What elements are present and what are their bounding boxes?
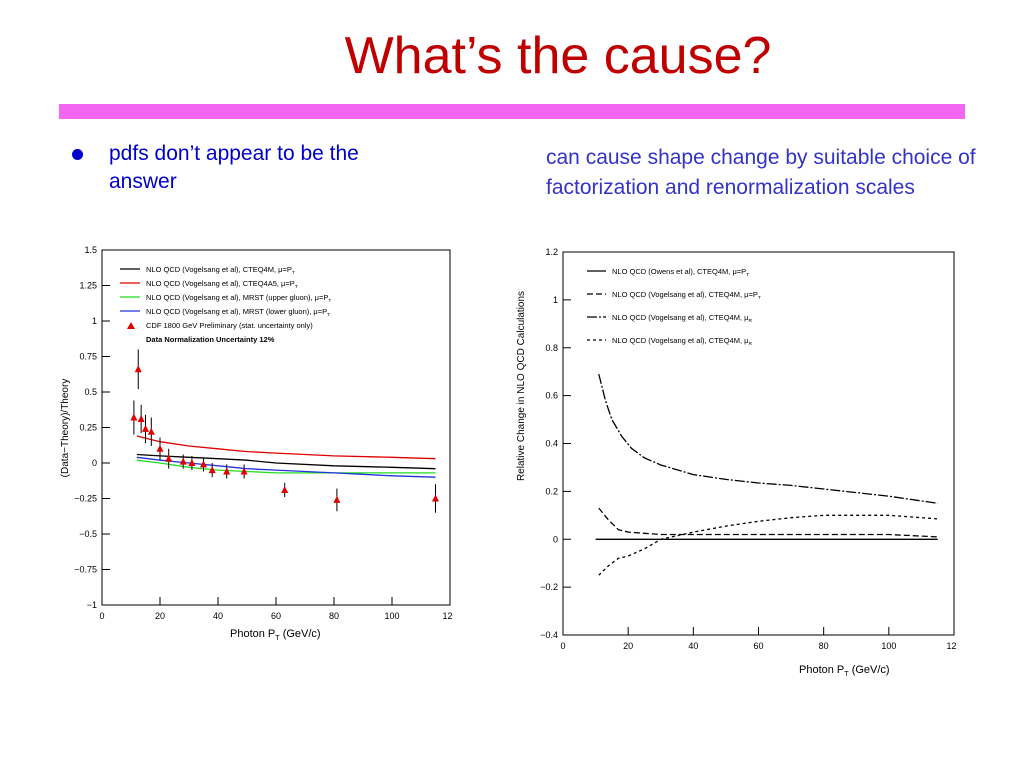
slide-title: What’s the cause? bbox=[344, 27, 772, 85]
x-tick-label: 0 bbox=[99, 611, 104, 621]
data-point bbox=[432, 494, 439, 502]
series-line-3 bbox=[136, 459, 436, 474]
series-line-1 bbox=[136, 453, 436, 470]
y-tick-label: 0.25 bbox=[79, 423, 97, 433]
series-line-2 bbox=[598, 507, 938, 538]
y-tick-label: 0.75 bbox=[79, 352, 97, 362]
bullet-text: pdfs don’t appear to be the answer bbox=[109, 142, 359, 193]
data-point bbox=[200, 460, 207, 468]
scale-note: can cause shape change by suitable choic… bbox=[546, 146, 976, 199]
y-tick-label: 0.6 bbox=[545, 391, 558, 401]
x-tick-label: 120 bbox=[442, 611, 453, 621]
y-tick-label: −1 bbox=[87, 600, 97, 610]
y-tick-label: −0.75 bbox=[74, 565, 97, 575]
relative-change-chart: −0.4 −0.2 0 0.2 0.4 0.6 0.8 1 1.2 0 20 40 60 80 100 120… bbox=[513, 243, 962, 679]
y-tick-label: −0.4 bbox=[540, 630, 558, 640]
legend-label: NLO QCD (Owens et al), CTEQ4M, μ=PT bbox=[612, 267, 749, 278]
x-tick-label: 0 bbox=[560, 641, 565, 651]
y-tick-label: 1.25 bbox=[79, 281, 97, 291]
data-point bbox=[240, 467, 248, 475]
y-tick-label: 0.4 bbox=[545, 439, 558, 449]
data-point bbox=[142, 424, 149, 432]
x-tick-label: 80 bbox=[819, 641, 829, 651]
y-tick-label: 0 bbox=[553, 534, 558, 544]
data-point bbox=[130, 413, 138, 421]
x-tick-label: 120 bbox=[946, 641, 956, 651]
x-tick-label: 60 bbox=[753, 641, 763, 651]
legend-label: NLO QCD (Vogelsang et al), MRST (lower g… bbox=[146, 307, 330, 318]
x-tick-label: 100 bbox=[881, 641, 896, 651]
plot-frame bbox=[562, 251, 955, 636]
legend-marker bbox=[127, 322, 135, 329]
data-point bbox=[165, 454, 173, 462]
data-point bbox=[208, 466, 216, 474]
data-point bbox=[188, 459, 196, 466]
x-tick-label: 100 bbox=[384, 611, 399, 621]
y-tick-label: 0 bbox=[92, 458, 97, 468]
data-point bbox=[156, 444, 164, 452]
series-line-4 bbox=[598, 514, 938, 576]
legend-label: NLO QCD (Vogelsang et al), MRST (upper g… bbox=[146, 293, 331, 304]
legend-label: NLO QCD (Vogelsang et al), CTEQ4M, μR bbox=[612, 336, 752, 347]
relative-change-chart-svg: −0.4 −0.2 0 0.2 0.4 0.6 0.8 1 1.2 0 20 40 60 80 100 120… bbox=[516, 247, 962, 678]
data-point bbox=[137, 414, 145, 422]
data-point bbox=[281, 485, 289, 493]
y-tick-label: 1.5 bbox=[84, 245, 97, 255]
data-point bbox=[179, 457, 187, 465]
x-tick-label: 20 bbox=[155, 611, 165, 621]
y-tick-label: 1 bbox=[92, 316, 97, 326]
legend-label: NLO QCD (Vogelsang et al), CTEQ4M, μ=PT bbox=[146, 265, 295, 276]
y-tick-label: 1 bbox=[553, 295, 558, 305]
plot-frame bbox=[101, 249, 451, 606]
x-tick-label: 40 bbox=[688, 641, 698, 651]
legend-label: NLO QCD (Vogelsang et al), CTEQ4A5, μ=PT bbox=[146, 279, 298, 290]
legend-label: CDF 1800 GeV Preliminary (stat. uncertai… bbox=[146, 321, 313, 330]
y-tick-label: −0.25 bbox=[74, 494, 97, 504]
y-tick-label: 0.8 bbox=[545, 343, 558, 353]
x-tick-label: 60 bbox=[271, 611, 281, 621]
data-point bbox=[147, 427, 155, 435]
y-tick-label: 1.2 bbox=[545, 247, 558, 257]
x-axis-label: Photon PT (GeV/c) bbox=[230, 628, 321, 642]
x-tick-label: 80 bbox=[329, 611, 339, 621]
legend-label: NLO QCD (Vogelsang et al), CTEQ4M, μ=PT bbox=[612, 290, 761, 301]
x-tick-label: 40 bbox=[213, 611, 223, 621]
data-point bbox=[134, 365, 142, 373]
y-axis-label: Relative Change in NLO QCD Calculations bbox=[516, 291, 527, 481]
x-tick-label: 20 bbox=[623, 641, 633, 651]
series-line-2 bbox=[136, 435, 436, 460]
y-tick-label: 0.5 bbox=[84, 387, 97, 397]
y-tick-label: −0.2 bbox=[540, 582, 558, 592]
legend-label: NLO QCD (Vogelsang et al), CTEQ4M, μR bbox=[612, 313, 752, 324]
ratio-chart: −1 −0.75 −0.5 −0.25 0 0.25 0.5 0.75 1 1.25 1.5 0 20 4… bbox=[54, 243, 458, 644]
y-tick-label: −0.5 bbox=[79, 529, 97, 539]
bullet-dot-icon bbox=[72, 149, 83, 160]
data-point bbox=[223, 467, 231, 475]
x-axis-label: Photon PT (GeV/c) bbox=[799, 664, 890, 678]
y-axis-label: (Data−Theory)/Theory bbox=[60, 379, 71, 478]
data-point bbox=[333, 495, 341, 503]
bullet-item: pdfs don’t appear to be the answer bbox=[72, 140, 432, 196]
y-tick-label: 0.2 bbox=[545, 486, 558, 496]
title-divider bbox=[59, 104, 965, 119]
normalization-note: Data Normalization Uncertainty 12% bbox=[146, 335, 275, 344]
series-line-3 bbox=[598, 373, 938, 504]
ratio-chart-svg: −1 −0.75 −0.5 −0.25 0 0.25 0.5 0.75 1 1.25 1.5 0 20 4… bbox=[60, 245, 458, 642]
